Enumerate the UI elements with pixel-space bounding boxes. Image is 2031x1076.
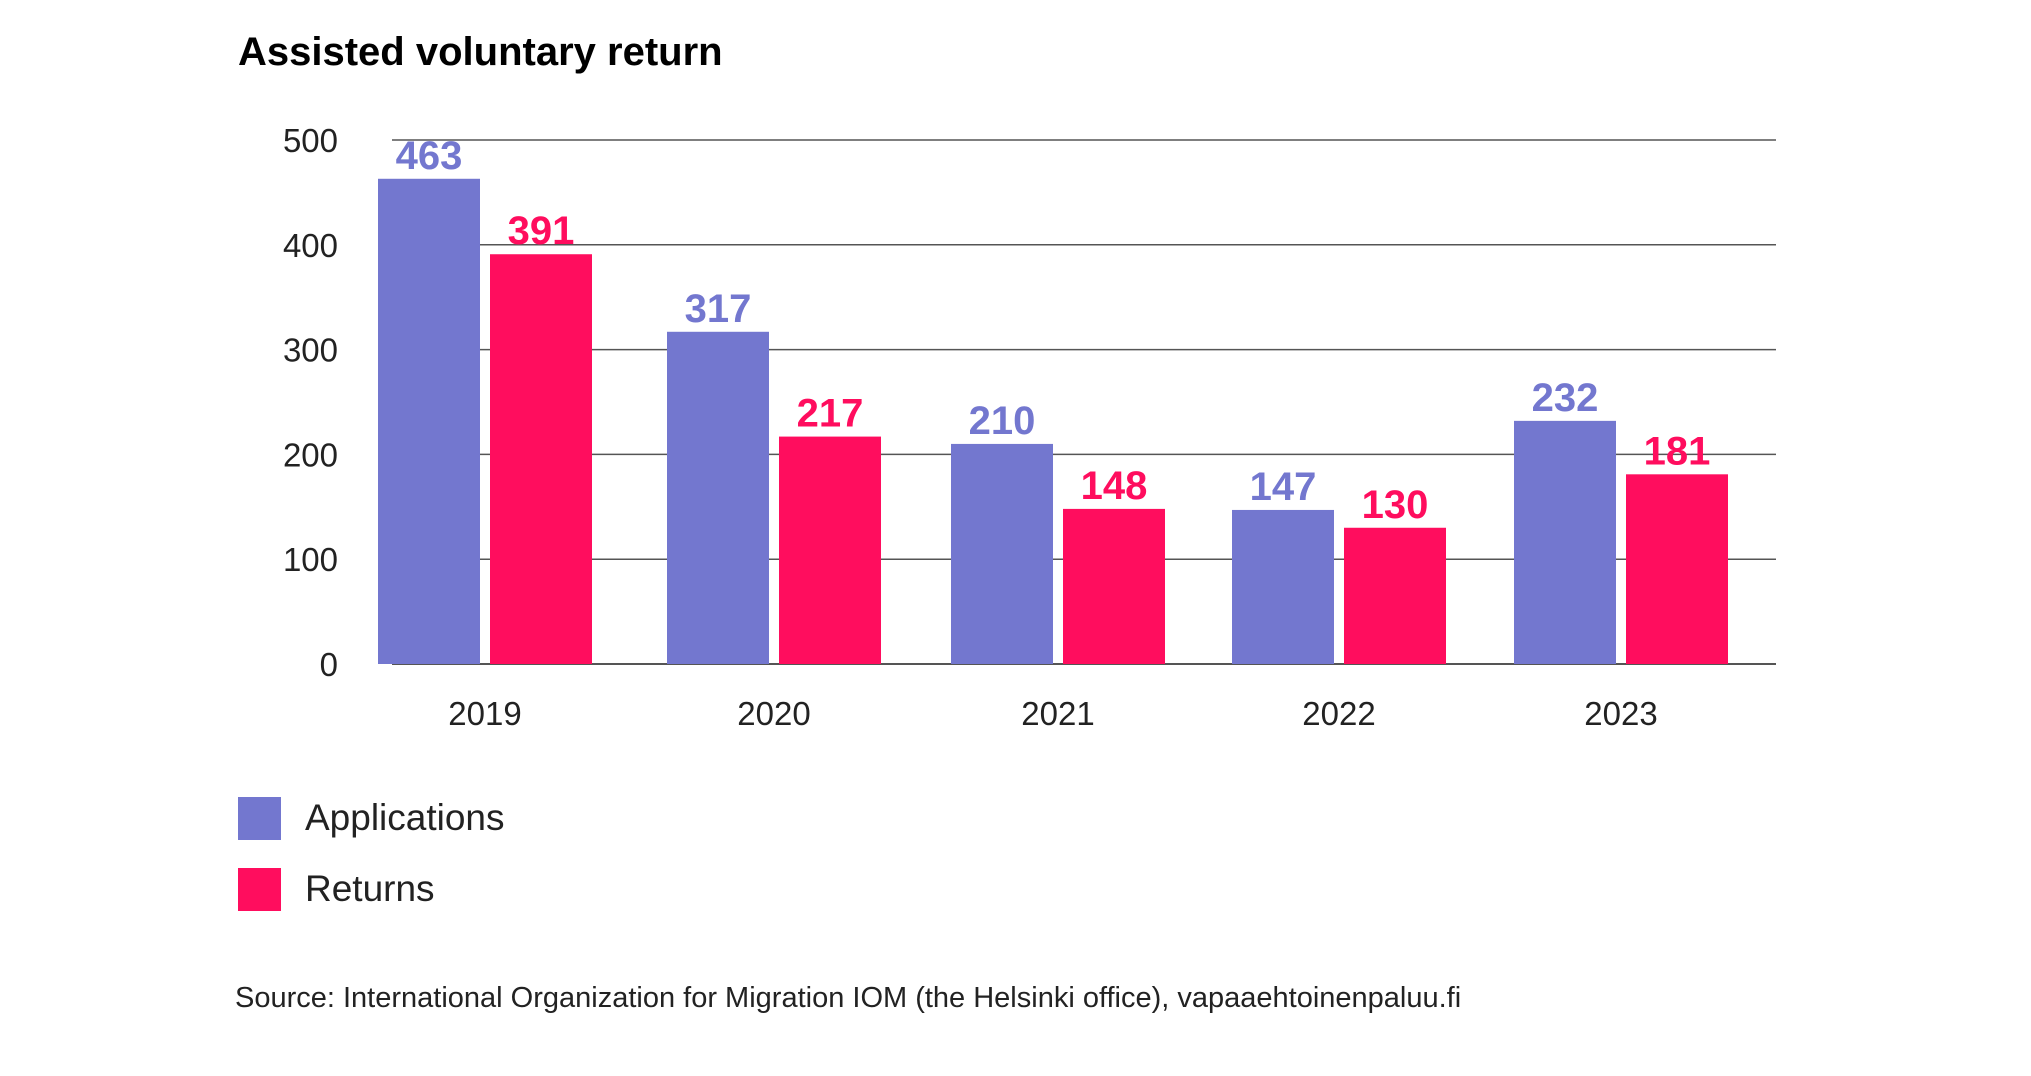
- legend-label-applications: Applications: [305, 797, 505, 838]
- bar-applications-2022: [1232, 509, 1334, 664]
- x-tick-label-2023: 2023: [1584, 695, 1657, 732]
- x-axis-ticks: 2019 2020 2021 2022 2023: [448, 695, 1657, 732]
- x-tick-label-2020: 2020: [737, 695, 810, 732]
- bar-chart: 0 100 200 300 400 500 463 391 317 217 210 148 147 13…: [283, 122, 1776, 732]
- value-label-applications-2021: 210: [969, 399, 1036, 443]
- bar-returns-2020: [779, 436, 881, 664]
- value-label-returns-2021: 148: [1081, 464, 1148, 508]
- x-tick-label-2021: 2021: [1021, 695, 1094, 732]
- y-tick-label-100: 100: [283, 541, 338, 578]
- bar-applications-2019: [378, 178, 480, 664]
- value-label-applications-2022: 147: [1250, 465, 1317, 509]
- bar-returns-2023: [1626, 474, 1728, 664]
- y-tick-label-500: 500: [283, 122, 338, 159]
- x-tick-label-2019: 2019: [448, 695, 521, 732]
- value-label-applications-2020: 317: [685, 287, 752, 331]
- legend-item-returns: Returns: [238, 867, 505, 911]
- value-label-applications-2023: 232: [1532, 376, 1599, 420]
- legend: Applications Returns: [238, 796, 505, 938]
- value-label-returns-2022: 130: [1362, 483, 1429, 527]
- source-note: Source: International Organization for M…: [235, 982, 1462, 1014]
- y-tick-label-0: 0: [320, 646, 338, 683]
- x-tick-label-2022: 2022: [1302, 695, 1375, 732]
- value-label-returns-2019: 391: [508, 209, 575, 253]
- chart-title: Assisted voluntary return: [238, 30, 723, 74]
- bars: [378, 178, 1728, 664]
- value-label-applications-2019: 463: [396, 134, 463, 178]
- bar-returns-2019: [490, 254, 592, 664]
- bar-applications-2021: [951, 443, 1053, 664]
- bar-returns-2021: [1063, 508, 1165, 664]
- legend-item-applications: Applications: [238, 796, 505, 840]
- bar-returns-2022: [1344, 527, 1446, 664]
- bar-value-labels: 463 391 317 217 210 148 147 130 232 181: [396, 134, 1711, 527]
- bar-applications-2023: [1514, 420, 1616, 664]
- legend-swatch-returns: [238, 867, 281, 911]
- y-tick-label-400: 400: [283, 227, 338, 264]
- y-axis-ticks: 0 100 200 300 400 500: [283, 122, 338, 683]
- legend-label-returns: Returns: [305, 868, 435, 909]
- value-label-returns-2020: 217: [797, 392, 864, 436]
- y-tick-label-300: 300: [283, 332, 338, 369]
- value-label-returns-2023: 181: [1644, 429, 1711, 473]
- bar-applications-2020: [667, 331, 769, 664]
- legend-swatch-applications: [238, 796, 281, 840]
- y-tick-label-200: 200: [283, 436, 338, 473]
